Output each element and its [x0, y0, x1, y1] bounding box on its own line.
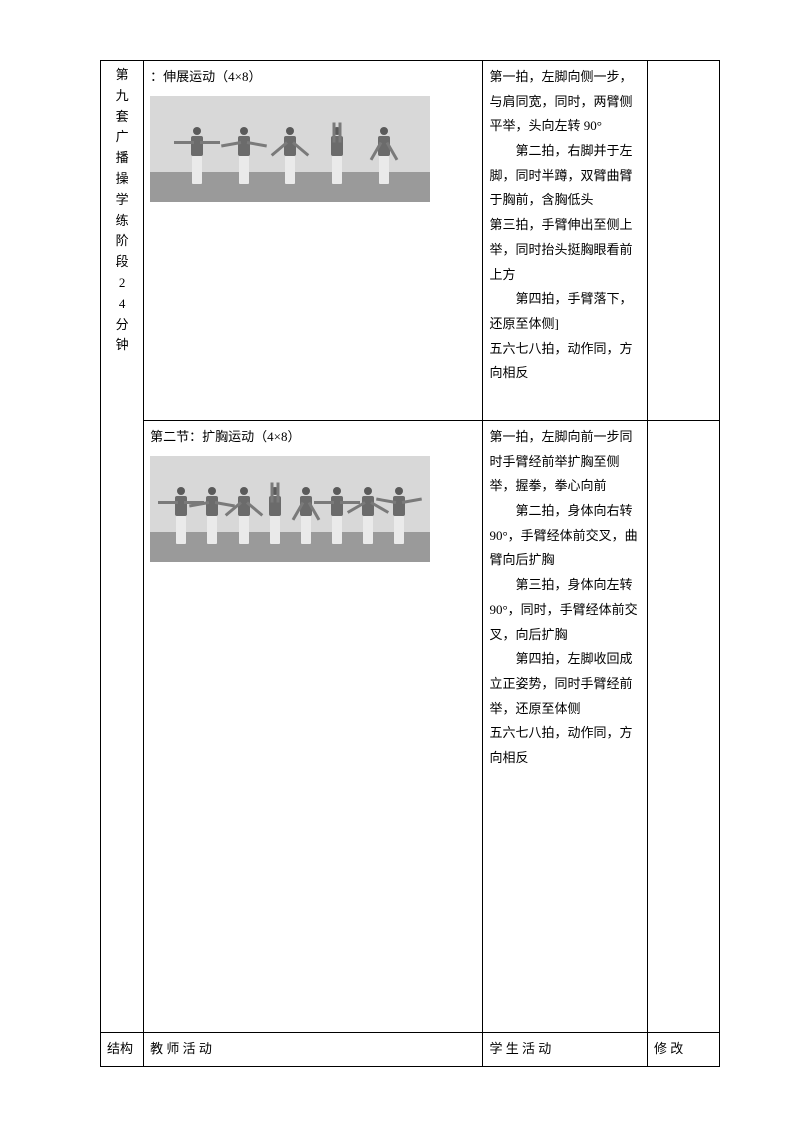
- table-header-row: 结构 教 师 活 动 学 生 活 动 修 改: [101, 1033, 720, 1067]
- step-text: 第二拍，身体向右转 90°，手臂经体前交叉，曲臂向后扩胸: [489, 499, 641, 573]
- step-text: 第四拍，手臂落下，还原至体侧]: [489, 287, 641, 336]
- section-label-cell: 第九套广播操学练阶段24分钟: [101, 61, 144, 1033]
- notes-cell-2: [648, 421, 720, 1033]
- person-icon: [266, 487, 284, 544]
- header-teacher: 教 师 活 动: [144, 1033, 483, 1067]
- person-icon: [297, 487, 315, 544]
- person-icon: [203, 487, 221, 544]
- step-text: 五六七八拍，动作同，方向相反: [489, 337, 641, 386]
- step-text: 第四拍，左脚收回成立正姿势，同时手臂经前举，还原至体侧: [489, 647, 641, 721]
- person-icon: [281, 127, 299, 184]
- person-icon: [359, 487, 377, 544]
- exercise-title-1: ：伸展运动（4×8）: [150, 65, 476, 90]
- exercise-illustration-2: [150, 456, 430, 562]
- person-icon: [188, 127, 206, 184]
- step-text: 五六七八拍，动作同，方向相反: [489, 721, 641, 770]
- section-label: 第九套广播操学练阶段24分钟: [103, 65, 141, 356]
- person-icon: [235, 487, 253, 544]
- header-student: 学 生 活 动: [483, 1033, 648, 1067]
- person-icon: [328, 487, 346, 544]
- exercise-illustration-1: [150, 96, 430, 202]
- exercise-cell-1: ：伸展运动（4×8）: [144, 61, 483, 421]
- header-revise: 修 改: [648, 1033, 720, 1067]
- table-row: 第二节：扩胸运动（4×8） 第一拍，左脚向前一步同时手臂经前举扩胸至侧举，握拳，…: [101, 421, 720, 1033]
- header-structure: 结构: [101, 1033, 144, 1067]
- person-icon: [390, 487, 408, 544]
- steps-cell-1: 第一拍，左脚向侧一步，与肩同宽，同时，两臂侧平举，头向左转 90°第二拍，右脚并…: [483, 61, 648, 421]
- person-icon: [375, 127, 393, 184]
- exercise-cell-2: 第二节：扩胸运动（4×8）: [144, 421, 483, 1033]
- person-icon: [328, 127, 346, 184]
- person-icon: [235, 127, 253, 184]
- notes-cell-1: [648, 61, 720, 421]
- person-icon: [172, 487, 190, 544]
- lesson-plan-table: 第九套广播操学练阶段24分钟 ：伸展运动（4×8） 第一拍，左脚向侧一步，与肩同…: [100, 60, 720, 1067]
- step-text: 第一拍，左脚向前一步同时手臂经前举扩胸至侧举，握拳，拳心向前: [489, 425, 641, 499]
- step-text: 第二拍，右脚并于左脚，同时半蹲，双臂曲臂于胸前，含胸低头: [489, 139, 641, 213]
- step-text: 第三拍，手臂伸出至侧上举，同时抬头挺胸眼看前上方: [489, 213, 641, 287]
- exercise-title-2: 第二节：扩胸运动（4×8）: [150, 425, 476, 450]
- steps-cell-2: 第一拍，左脚向前一步同时手臂经前举扩胸至侧举，握拳，拳心向前第二拍，身体向右转 …: [483, 421, 648, 1033]
- table-row: 第九套广播操学练阶段24分钟 ：伸展运动（4×8） 第一拍，左脚向侧一步，与肩同…: [101, 61, 720, 421]
- step-text: 第三拍，身体向左转 90°，同时，手臂经体前交叉，向后扩胸: [489, 573, 641, 647]
- step-text: 第一拍，左脚向侧一步，与肩同宽，同时，两臂侧平举，头向左转 90°: [489, 65, 641, 139]
